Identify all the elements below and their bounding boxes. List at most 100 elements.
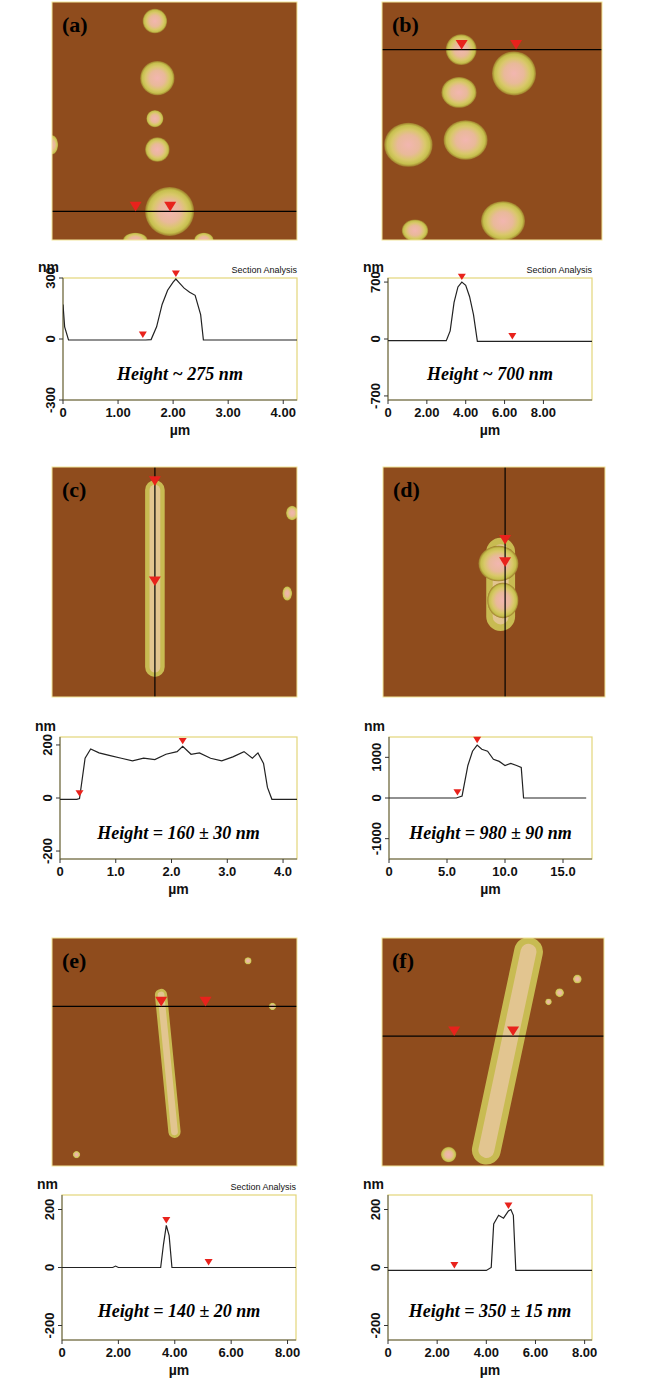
cursor-marker (456, 40, 468, 50)
y-axis-title: nm (363, 259, 384, 275)
x-tick-label: 0 (56, 864, 63, 879)
profile-line (388, 282, 592, 341)
afm-image (52, 2, 297, 240)
y-tick-label: 0 (368, 1264, 383, 1271)
annotation: Height = 980 ± 90 nm (408, 823, 572, 843)
annotation: Height = 160 ± 30 nm (96, 823, 260, 843)
feature (545, 999, 552, 1006)
y-tick (384, 395, 388, 396)
y-tick (58, 1325, 62, 1326)
cursor-marker (499, 535, 511, 545)
x-tick (173, 400, 174, 404)
section-line (52, 1006, 297, 1007)
cursor-marker (499, 557, 511, 567)
x-axis-title: µm (168, 881, 189, 897)
image-frame (52, 2, 297, 240)
cursor-marker (149, 576, 161, 586)
feature (143, 9, 168, 34)
image-background (52, 467, 297, 697)
panel: (d)05.010.015.0-100001000nmµmHeight = 98… (364, 467, 605, 897)
image-background (52, 2, 297, 240)
x-tick-label: 15.0 (550, 864, 575, 879)
afm-image (52, 467, 297, 697)
x-tick-label: 6.00 (492, 405, 517, 420)
feature (478, 546, 518, 582)
cursor-marker (450, 1262, 458, 1268)
feature (384, 123, 432, 167)
y-axis-title: nm (38, 259, 59, 275)
cursor-marker (164, 202, 176, 212)
x-tick (118, 400, 119, 404)
feature (194, 233, 214, 240)
x-tick-label: 1.0 (107, 864, 125, 879)
x-tick (426, 400, 427, 404)
image-background (52, 938, 297, 1166)
x-tick (389, 859, 390, 863)
profile-line (60, 746, 297, 799)
y-tick-label: 200 (40, 734, 55, 756)
panel-label: (e) (62, 948, 86, 973)
y-tick (58, 1267, 62, 1268)
y-axis-title: nm (363, 1176, 384, 1192)
cursor-marker (130, 202, 142, 212)
y-tick (58, 1209, 62, 1210)
plot-data (389, 745, 586, 798)
y-tick (56, 744, 60, 745)
x-tick-label: 2.00 (425, 1345, 450, 1360)
plot-data (63, 279, 297, 340)
x-tick (584, 1340, 585, 1344)
profile-line (63, 279, 297, 340)
section-title: Section Analysis (526, 265, 592, 275)
cursor-marker (162, 1217, 170, 1223)
panel: (c)01.02.03.04.0-2000200nmµmHeight = 160… (35, 467, 298, 897)
annotation-patch (406, 823, 574, 843)
x-tick-label: 10.0 (492, 864, 517, 879)
feature (487, 583, 518, 619)
panel-label: (d) (393, 477, 420, 502)
afm-image (52, 938, 297, 1166)
image-background (382, 938, 604, 1166)
x-tick (174, 1340, 175, 1344)
y-tick (384, 1325, 388, 1326)
plot-data (388, 282, 592, 341)
x-tick (228, 400, 229, 404)
feature (244, 957, 251, 964)
x-tick-label: 2.00 (160, 405, 185, 420)
x-axis-title: µm (170, 422, 191, 438)
y-tick (385, 838, 389, 839)
y-tick-label: 0 (40, 794, 55, 801)
cursor-marker (448, 1026, 460, 1036)
annotation-patch (424, 364, 555, 384)
x-tick (543, 400, 544, 404)
x-axis-title: µm (480, 1362, 501, 1378)
x-tick (535, 1340, 536, 1344)
y-tick-label: 200 (42, 1199, 57, 1221)
section-line (52, 211, 297, 212)
plot-data (62, 1225, 296, 1267)
panel: (b)02.004.006.008.00-7000700nmµmSection … (363, 2, 602, 438)
x-axis-title: µm (169, 1362, 190, 1378)
plot-data (388, 1210, 592, 1271)
feature-core (161, 995, 174, 1132)
cursor-marker (458, 274, 466, 280)
x-tick (62, 1340, 63, 1344)
feature (481, 201, 525, 240)
feature (146, 110, 163, 127)
x-axis (388, 1340, 592, 1341)
x-tick-label: 0 (58, 1345, 65, 1360)
x-tick (504, 400, 505, 404)
y-tick (59, 400, 63, 401)
y-tick (384, 1209, 388, 1210)
x-tick-label: 0 (385, 864, 392, 879)
plot-data (60, 746, 297, 799)
x-tick (63, 400, 64, 404)
afm-image (382, 2, 602, 240)
x-tick-label: 4.0 (274, 864, 292, 879)
feature-core (486, 952, 528, 1150)
x-tick (563, 859, 564, 863)
y-tick-label: -1000 (369, 822, 384, 855)
panel-label: (f) (392, 948, 414, 973)
cursor-marker (179, 738, 187, 744)
y-tick-label: 0 (369, 794, 384, 801)
image-frame (383, 467, 605, 697)
